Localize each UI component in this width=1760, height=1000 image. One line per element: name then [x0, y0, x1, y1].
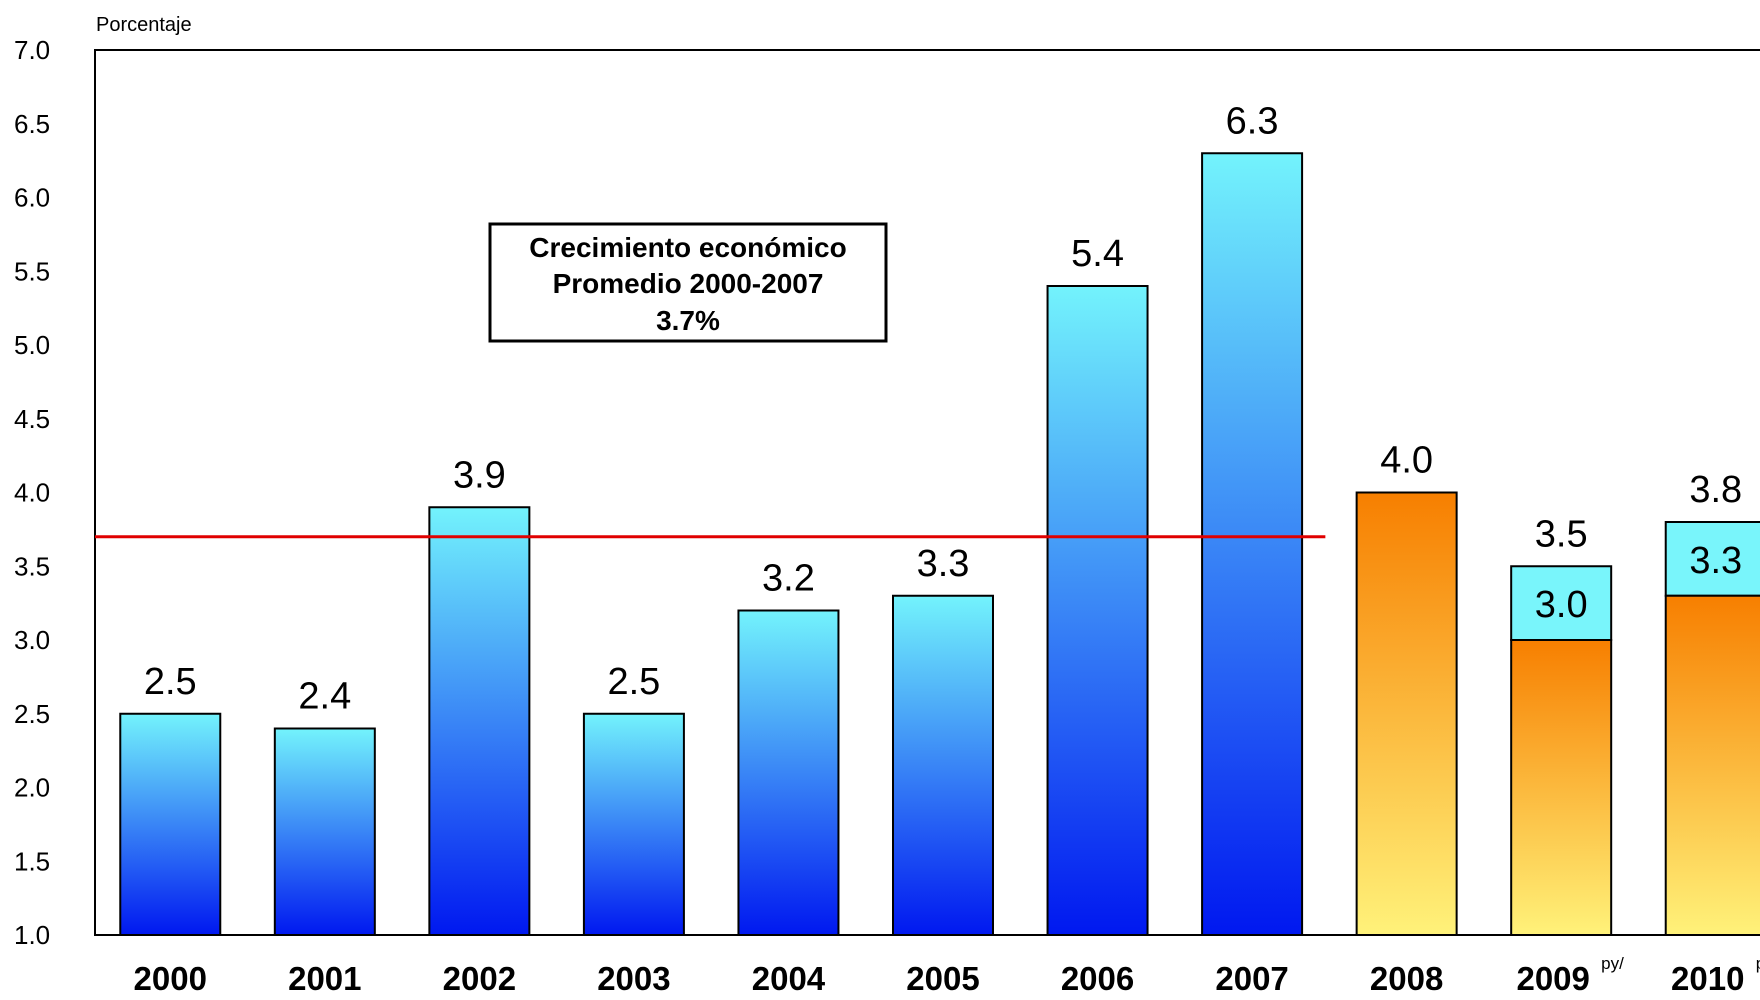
annotation-frame	[488, 222, 888, 343]
y-tick-label: 3.5	[14, 551, 50, 581]
y-tick-label: 3.0	[14, 625, 50, 655]
x-tick-label: 2006	[1061, 960, 1134, 995]
x-axis-labels: 2000 2001 2002 2003 2004 2005 2006 2007 2008 2009…	[134, 954, 1760, 997]
bar-value-label: 3.8	[1689, 469, 1742, 511]
bar-value-label: 3.5	[1535, 513, 1588, 555]
bar	[582, 712, 685, 936]
annotation-line-3: 3.7%	[656, 305, 720, 336]
y-tick-label: 1.0	[14, 920, 50, 950]
bars-group: 2.5 2.4 3.9 2.5 3.2 3.3 5.4 6.3 4.0 3.0 3.5 3.3 3.8	[119, 100, 1760, 936]
y-tick-label: 2.0	[14, 773, 50, 803]
y-tick-label: 2.5	[14, 699, 50, 729]
y-tick-label: 5.0	[14, 330, 50, 360]
bar-value-label: 3.9	[453, 454, 506, 496]
y-axis-label: Porcentaje	[96, 14, 192, 36]
bar-value-label: 3.3	[917, 543, 970, 585]
bar-value-label: 2.5	[144, 661, 197, 703]
bar-value-label: 5.4	[1071, 233, 1124, 275]
x-tick-superscript: py/	[1601, 954, 1624, 973]
bar	[428, 506, 531, 936]
bar	[737, 609, 840, 936]
annotation-line-1: Crecimiento económico	[529, 232, 846, 263]
bar-value-label: 6.3	[1226, 100, 1279, 142]
bar-value-label: 3.2	[762, 558, 815, 600]
y-tick-label: 6.5	[14, 109, 50, 139]
bar-projection-cap	[1664, 521, 1760, 597]
y-tick-label: 4.0	[14, 478, 50, 508]
x-tick-label: 2008	[1370, 960, 1443, 995]
y-tick-label: 5.5	[14, 256, 50, 286]
x-tick-label: 2009	[1516, 960, 1589, 995]
y-tick-label: 6.0	[14, 183, 50, 213]
bar-inner-value-label: 3.0	[1535, 584, 1588, 626]
bar	[1664, 594, 1760, 936]
bar	[1046, 285, 1149, 936]
bar-inner-value-label: 3.3	[1689, 540, 1742, 582]
bar	[273, 727, 376, 936]
y-tick-label: 7.0	[14, 35, 50, 65]
y-axis-ticks: 7.0 6.5 6.0 5.5 5.0 4.5 4.0 3.5 3.0 2.5 2.0 1.5 1.0	[14, 35, 50, 950]
y-tick-label: 4.5	[14, 404, 50, 434]
bar	[119, 712, 222, 936]
x-tick-label: 2005	[906, 960, 979, 995]
x-tick-label: 2010	[1671, 960, 1744, 995]
x-tick-label: 2001	[288, 960, 361, 995]
bar	[892, 594, 994, 936]
average-annotation-box: Crecimiento económico Promedio 2000-2007…	[488, 222, 888, 343]
annotation-line-2: Promedio 2000-2007	[553, 268, 824, 299]
bar-value-label: 2.4	[298, 676, 351, 718]
x-tick-label: 2002	[443, 960, 516, 995]
bar-value-label: 2.5	[607, 661, 660, 703]
bar	[1510, 639, 1613, 936]
x-tick-label: 2007	[1215, 960, 1288, 995]
x-tick-superscript: py/	[1756, 954, 1760, 973]
x-tick-label: 2004	[752, 960, 826, 995]
bar	[1355, 491, 1458, 936]
bar	[1201, 152, 1304, 936]
x-tick-label: 2003	[597, 960, 670, 995]
x-tick-label: 2000	[134, 960, 207, 995]
bar-value-label: 4.0	[1380, 440, 1433, 482]
y-tick-label: 1.5	[14, 846, 50, 876]
